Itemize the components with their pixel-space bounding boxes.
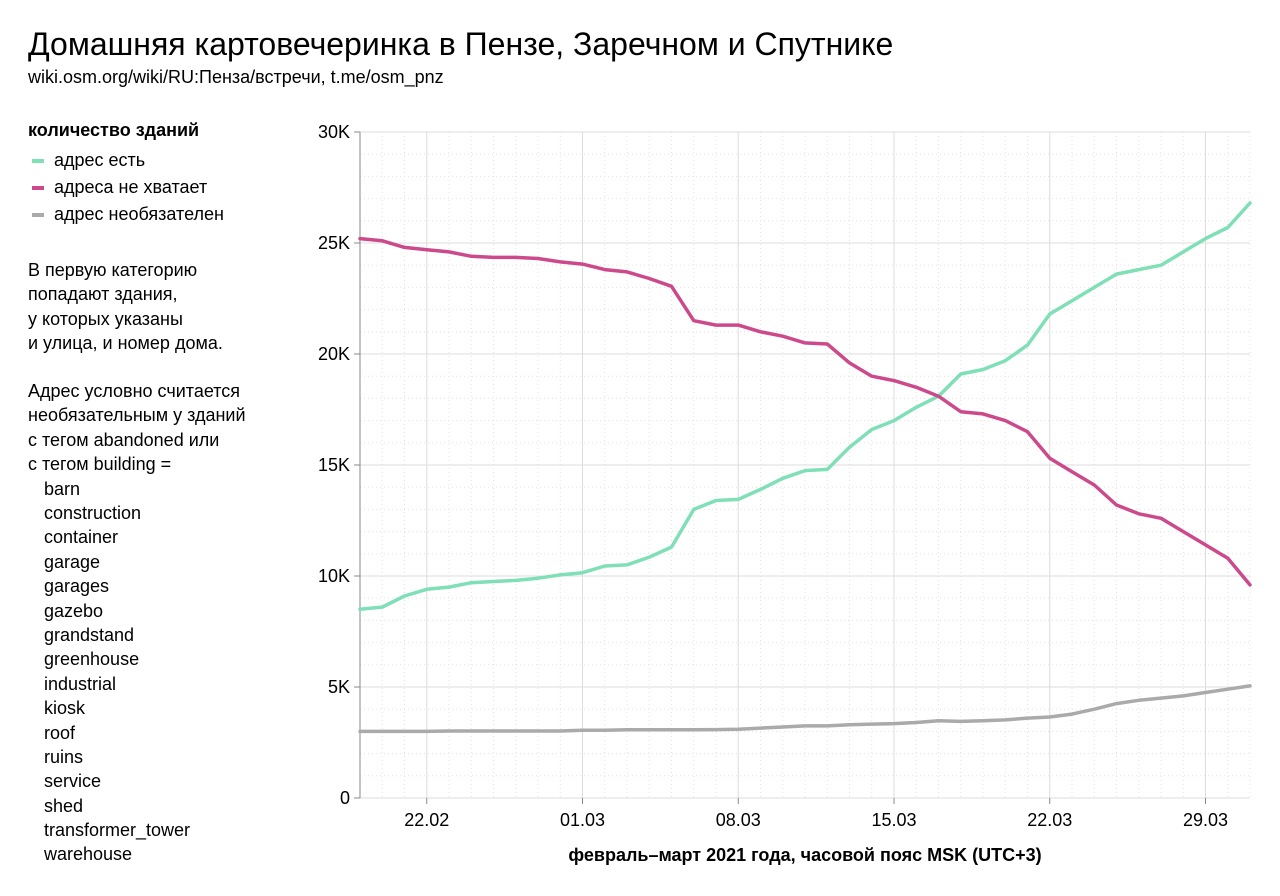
- building-tag: garages: [44, 576, 110, 597]
- x-tick-label: 22.03: [1027, 810, 1072, 830]
- building-tag: transformer_tower: [44, 820, 191, 841]
- note-line: с тегом building =: [28, 454, 172, 475]
- x-axis-label: февраль–март 2021 года, часовой пояс MSK…: [568, 845, 1042, 865]
- building-tag: greenhouse: [44, 649, 140, 670]
- legend-label: адрес необязателен: [54, 204, 224, 224]
- building-tag: service: [44, 771, 102, 792]
- chart-title: Домашняя картовечеринка в Пензе, Заречно…: [28, 26, 894, 62]
- building-tag: gazebo: [44, 600, 104, 621]
- legend-swatch: [32, 212, 44, 217]
- legend-label: адреса не хватает: [54, 177, 208, 197]
- building-tag: kiosk: [44, 698, 86, 719]
- legend: количество зданий адрес есть адреса не х…: [28, 120, 224, 228]
- note-line: и улица, и номер дома.: [28, 333, 223, 354]
- building-tag: shed: [44, 795, 84, 816]
- note-first-category: В первую категорию попадают здания, у ко…: [28, 258, 328, 356]
- legend-swatch: [32, 185, 44, 190]
- y-tick-label: 0: [340, 788, 350, 808]
- legend-label: адрес есть: [54, 150, 146, 170]
- building-tag: grandstand: [44, 624, 135, 645]
- legend-item-address-missing: адреса не хватает: [28, 174, 224, 201]
- x-tick-label: 15.03: [871, 810, 916, 830]
- legend-item-address-optional: адрес необязателен: [28, 201, 224, 228]
- building-tag: industrial: [44, 673, 117, 694]
- x-tick-label: 01.03: [560, 810, 605, 830]
- note-line: попадают здания,: [28, 284, 178, 305]
- y-tick-label: 5K: [328, 677, 350, 697]
- series-line-address-missing: [358, 236, 1252, 587]
- note-optional-address: Адрес условно считается необязательным у…: [28, 379, 328, 867]
- series-line-address-optional: [358, 684, 1252, 734]
- note-line: Адрес условно считается: [28, 381, 241, 401]
- note-line: с тегом abandoned или: [28, 429, 220, 450]
- legend-title: количество зданий: [28, 120, 200, 140]
- x-tick-label: 08.03: [716, 810, 761, 830]
- building-tag: container: [44, 527, 119, 548]
- x-tick-label: 22.02: [404, 810, 449, 830]
- note-line: необязательным у зданий: [28, 405, 246, 426]
- y-tick-label: 25K: [318, 233, 350, 253]
- building-tag: roof: [44, 722, 76, 743]
- building-tag: ruins: [44, 746, 84, 767]
- chart-subtitle: wiki.osm.org/wiki/RU:Пенза/встречи, t.me…: [28, 67, 444, 87]
- building-tag: warehouse: [44, 844, 133, 865]
- building-tag: construction: [44, 503, 142, 524]
- y-tick-label: 20K: [318, 344, 350, 364]
- note-line: у которых указаны: [28, 308, 183, 329]
- y-tick-label: 30K: [318, 122, 350, 142]
- y-tick-label: 15K: [318, 455, 350, 475]
- building-tag: barn: [44, 478, 81, 499]
- legend-item-address-present: адрес есть: [28, 147, 224, 174]
- legend-swatch: [32, 158, 44, 163]
- building-tag: garage: [44, 551, 101, 572]
- note-line: В первую категорию: [28, 260, 198, 280]
- series-line-address-present: [358, 201, 1252, 612]
- x-tick-label: 29.03: [1183, 810, 1228, 830]
- y-tick-label: 10K: [318, 566, 350, 586]
- building-tag-list: barn construction container garage garag…: [28, 477, 328, 867]
